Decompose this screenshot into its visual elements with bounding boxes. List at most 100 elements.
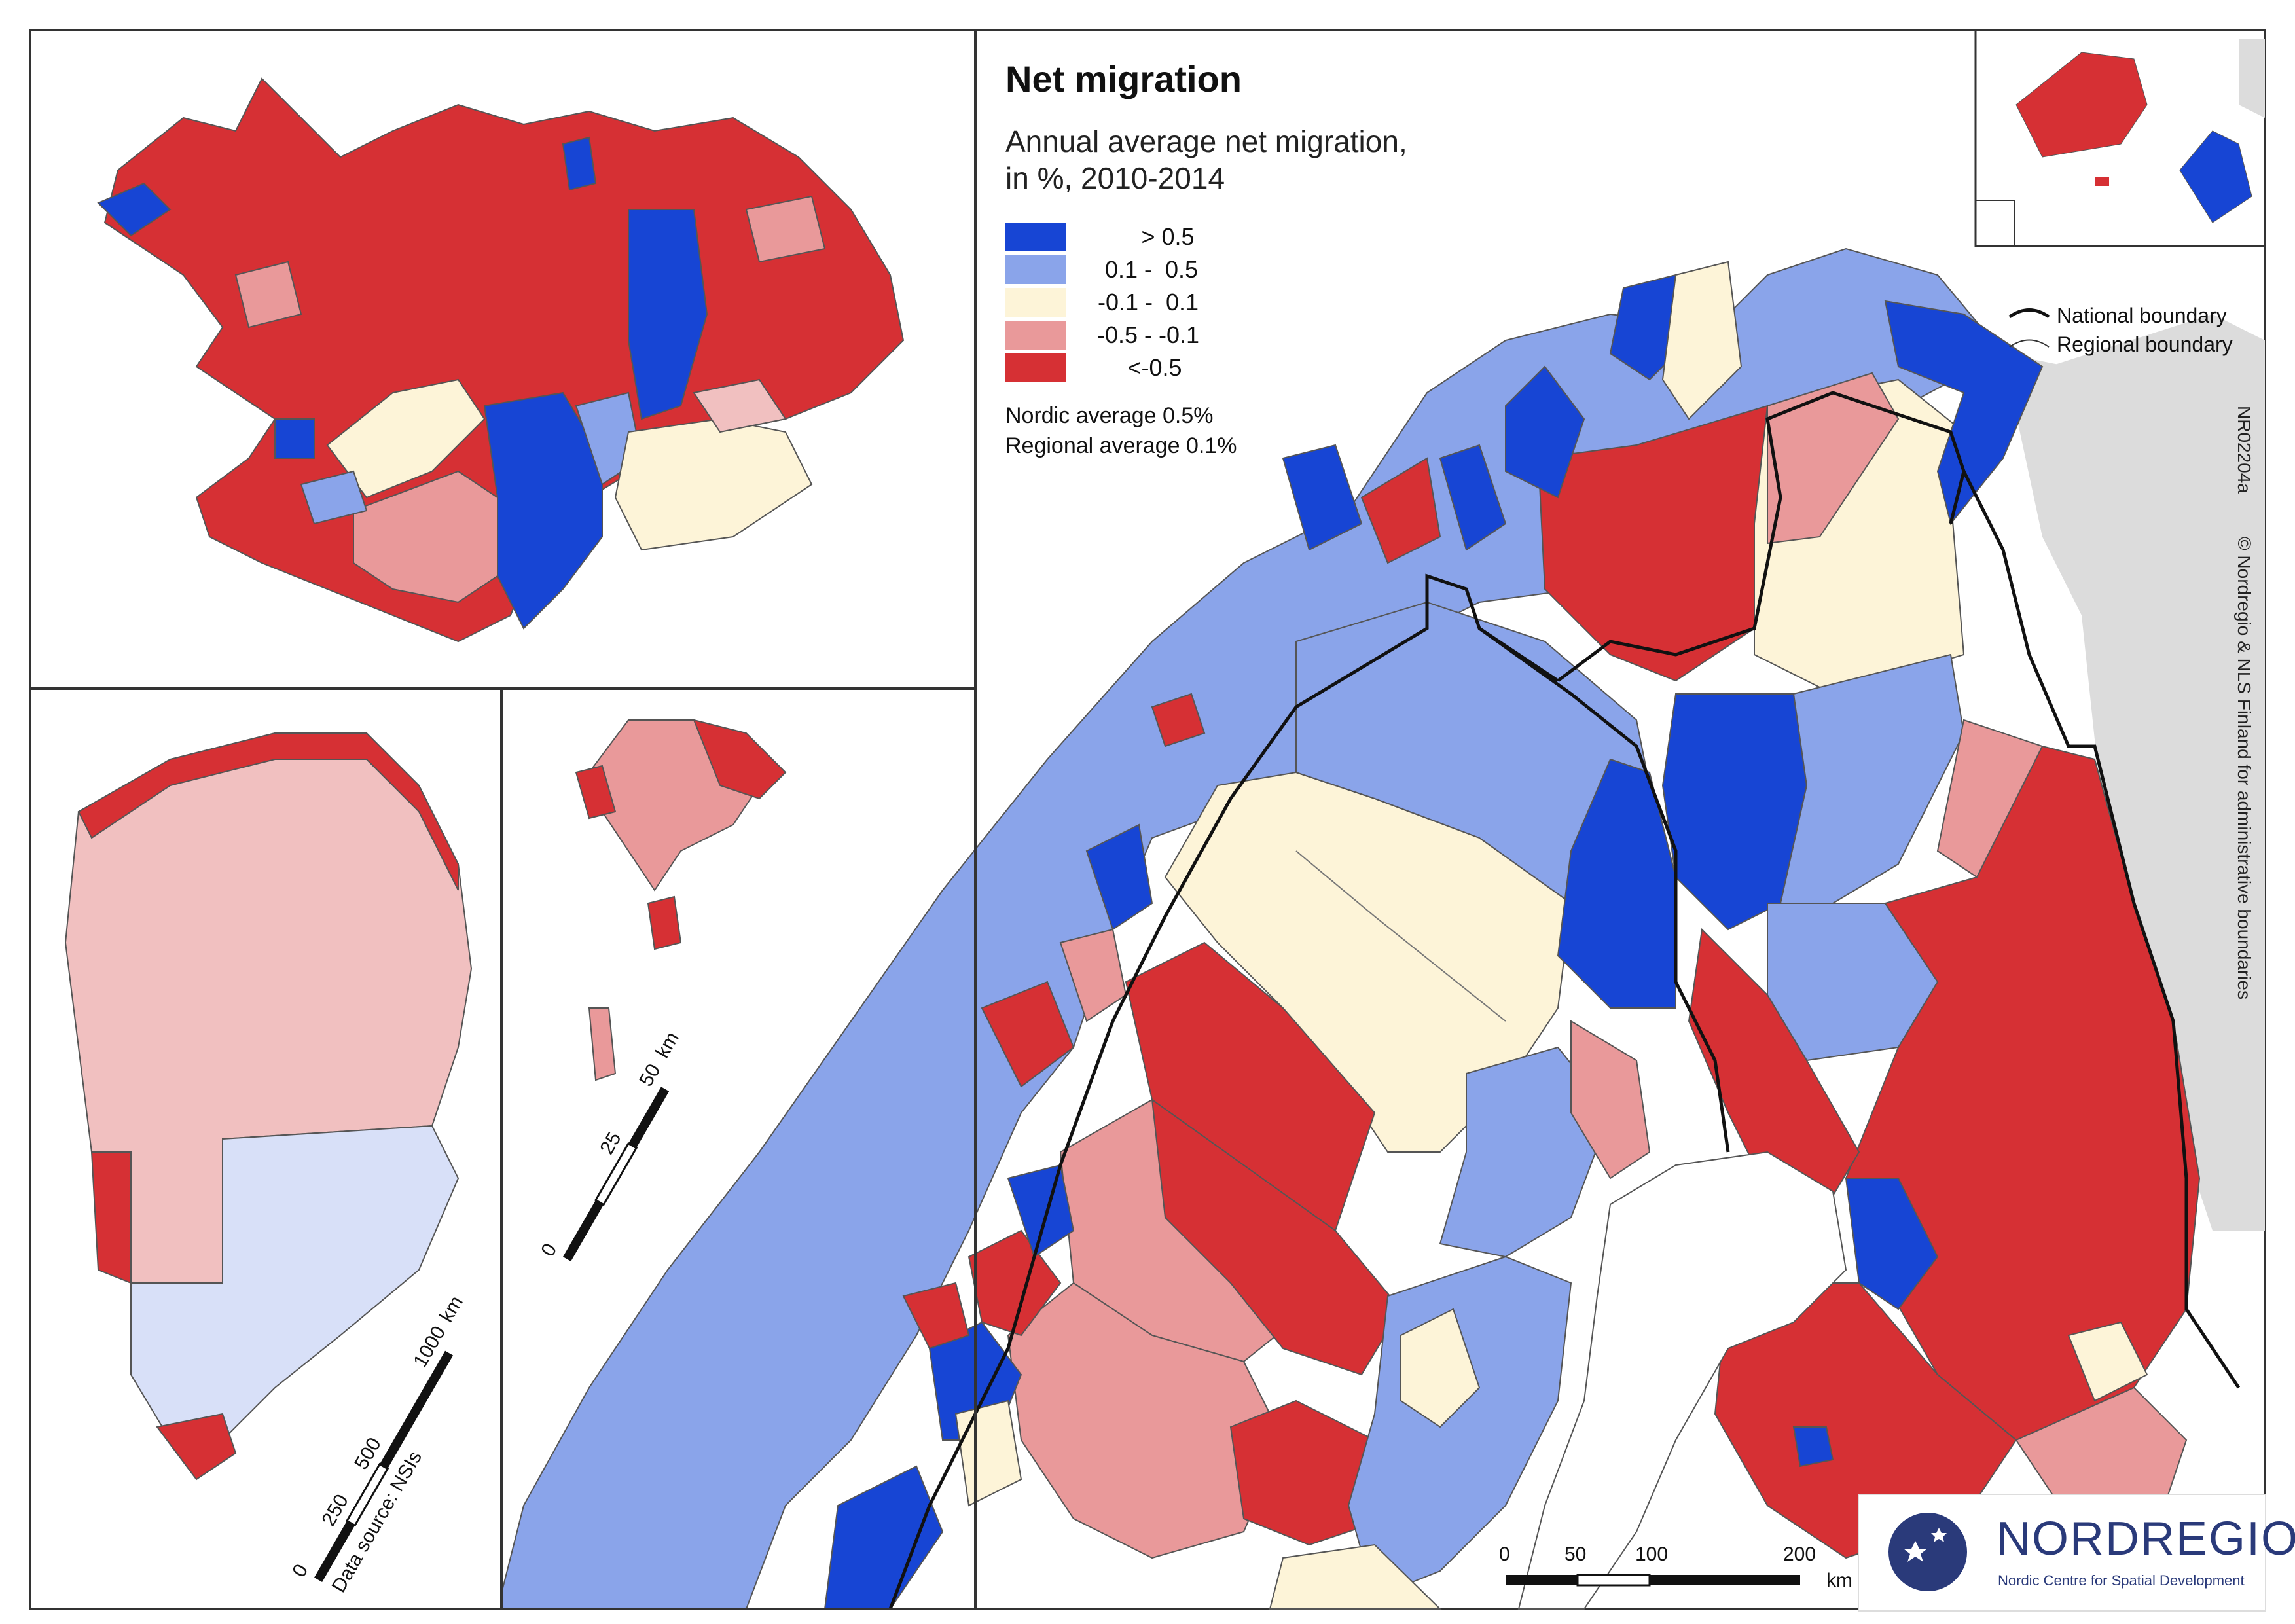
scalebar-main-seg-3	[1650, 1575, 1800, 1585]
region-norway-red-4	[1151, 693, 1206, 748]
iceland-pink-south	[353, 470, 498, 604]
scalebar-main-tick-0: 0	[1499, 1543, 1510, 1565]
legend-swatch	[1005, 223, 1066, 251]
scalebar-main: 0 50 100 200 km	[1499, 1543, 1852, 1591]
region-norway-blue-4	[1085, 823, 1153, 931]
greenland-coast-red	[77, 732, 459, 891]
scalebar-main-seg-2	[1576, 1574, 1651, 1587]
legend-label: > 0.5	[1102, 223, 1195, 250]
greenland-lightblue	[130, 1125, 460, 1441]
scalebar-main-tick-2: 100	[1635, 1543, 1668, 1565]
map-id: NR02204a	[2234, 406, 2254, 494]
scalebar-main-seg-1	[1506, 1575, 1578, 1585]
scalebar-greenland-seg-3	[380, 1350, 454, 1469]
iceland-blue-north	[562, 136, 597, 191]
iceland-pink-east	[745, 195, 826, 263]
locator-iceland	[2095, 177, 2109, 186]
legend-swatch	[1005, 353, 1066, 382]
iceland-lightblue-sw	[300, 470, 368, 525]
greenland-west-red	[90, 1151, 132, 1284]
scalebar-svalbard-tick-2: 50	[635, 1060, 664, 1090]
region-sweden-cream-mid	[1400, 1308, 1481, 1428]
locator-map	[1974, 29, 2266, 247]
nordregio-logo-mark	[1888, 1513, 1967, 1591]
scalebar-svalbard-seg-3	[628, 1087, 670, 1148]
locator-svalbard-box	[1975, 200, 2015, 247]
logo-name: NORDREGIO	[1997, 1513, 2295, 1565]
region-norway-blue-2	[1007, 1164, 1075, 1258]
legend-row-neutral: -0.1 - 0.1	[1005, 288, 1280, 317]
iceland-pink-west	[234, 261, 302, 329]
svalbard-inset	[500, 30, 977, 1610]
legend-row-0-1-to-0-5: 0.1 - 0.5	[1005, 255, 1280, 284]
scalebar-greenland-seg-1	[314, 1521, 355, 1582]
averages-note: Nordic average 0.5% Regional average 0.1…	[1005, 401, 1237, 461]
region-sweden-mid-red	[1151, 1098, 1402, 1376]
region-north-cream	[1661, 261, 1743, 420]
gulf-of-bothnia	[1517, 1151, 1847, 1610]
nordic-average: Nordic average 0.5%	[1005, 403, 1214, 428]
region-norway-cream-1	[954, 1399, 1022, 1507]
legend-national-boundary: National boundary	[2057, 304, 2227, 327]
legend-regional-boundary: Regional boundary	[2057, 333, 2233, 356]
region-north-blue-1	[1505, 365, 1585, 499]
legend-row-lt-neg-0-5: <-0.5	[1005, 353, 1280, 382]
map-subtitle: Annual average net migration, in %, 2010…	[1005, 123, 1407, 196]
logo-subtitle: Nordic Centre for Spatial Development	[1998, 1572, 2245, 1589]
iceland-blue-sw	[274, 418, 315, 459]
main-map	[496, 247, 2241, 1610]
region-finland-blue-2	[1845, 1178, 1939, 1310]
map-title: Net migration	[1005, 58, 1242, 99]
legend-swatch	[1005, 255, 1066, 284]
legend-label: -0.1 - 0.1	[1097, 289, 1199, 316]
legend-row-neg-0-5-to-neg-0-1: -0.5 - -0.1	[1005, 321, 1280, 350]
iceland-central-blue	[628, 209, 708, 420]
region-norway-blue-5	[1282, 444, 1363, 551]
nordregio-logo: NORDREGIO Nordic Centre for Spatial Deve…	[1858, 1494, 2295, 1612]
region-norway-blue-6	[1439, 444, 1507, 551]
legend-regional-line	[2009, 339, 2050, 348]
scalebar-main-tick-1: 50	[1564, 1543, 1586, 1565]
svalbard-island-2	[575, 765, 617, 820]
svalbard-island-4	[588, 1007, 617, 1081]
greenland-south-red	[156, 1413, 237, 1481]
iceland-cream-west	[326, 378, 486, 499]
region-sweden-cream-south	[1269, 1543, 1442, 1610]
national-boundary-no-se	[888, 573, 1559, 1610]
copyright-note: © Nordregio & NLS Finland for administra…	[2234, 537, 2254, 1000]
map-subtitle-line-1: Annual average net migration,	[1005, 124, 1407, 158]
region-norway-red-1	[967, 1229, 1062, 1337]
legend-swatch	[1005, 321, 1066, 350]
neighbour-land-north	[2049, 314, 2265, 419]
locator-neighbour	[2239, 39, 2265, 118]
neighbour-land	[2003, 340, 2265, 1231]
region-vasterbotten-pink	[1570, 1020, 1651, 1180]
scalebar-svalbard-seg-1	[563, 1200, 604, 1261]
scalebar-svalbard: 0 25 50 km	[537, 1028, 683, 1261]
legend-national-line	[2008, 308, 2050, 319]
scalebar-svalbard-tick-1: 25	[596, 1128, 625, 1158]
svalbard-inset-frame	[500, 687, 977, 1610]
scalebar-main-unit: km	[1826, 1570, 1852, 1591]
region-finland-cream-south	[2067, 1321, 2148, 1402]
region-east-finland-red	[1845, 745, 2201, 1441]
iceland-inset	[29, 29, 977, 690]
region-north-red	[1360, 457, 1441, 564]
legend-label: <-0.5	[1114, 354, 1182, 381]
region-norway-red-2	[902, 1282, 970, 1350]
region-north-finland-lightblue	[1779, 653, 1965, 904]
national-boundary-se-fi	[1478, 626, 1730, 1153]
legend-label: -0.5 - -0.1	[1096, 321, 1200, 348]
region-lapland-pink	[1767, 372, 1900, 545]
svalbard-red	[693, 719, 787, 800]
svalbard-island-3	[647, 895, 682, 950]
national-boundary-fi-ru	[1962, 470, 2241, 1389]
regional-boundary-sample	[1295, 850, 1506, 1022]
iceland-westfjords-blue	[97, 182, 172, 237]
iceland-pink-east-2	[693, 378, 787, 433]
regional-average: Regional average 0.1%	[1005, 433, 1237, 458]
legend-swatch	[1005, 288, 1066, 317]
national-boundary-no-fi	[1557, 391, 1966, 682]
scalebar-main-tick-3: 200	[1783, 1543, 1816, 1565]
